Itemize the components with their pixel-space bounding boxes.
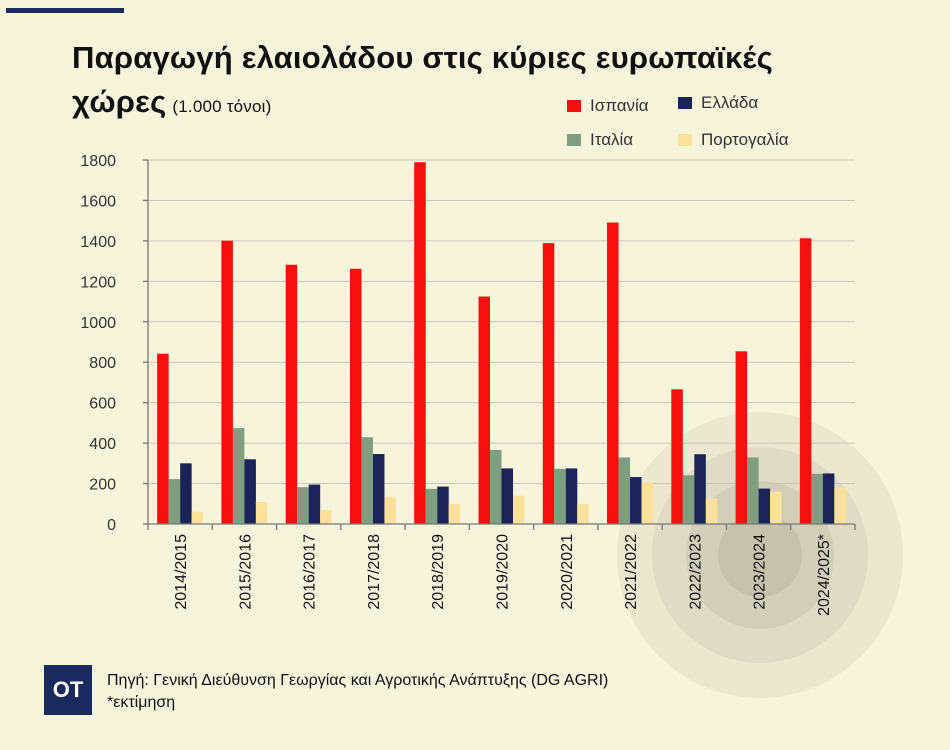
x-tick-label: 2019/2020 [495, 534, 512, 610]
bar [180, 463, 192, 524]
bar [448, 503, 461, 524]
y-tick-label: 600 [89, 396, 116, 413]
y-tick-label: 800 [89, 355, 116, 372]
y-tick-labels: 0 200 400 600 800 1000 1200 1400 1600 1800 [80, 153, 116, 534]
legend-item-portugal: Πορτογαλία [678, 130, 789, 150]
decor-ring [686, 481, 834, 629]
bar [671, 389, 683, 524]
bar [513, 495, 525, 524]
legend-item-spain: Ισπανία [567, 96, 649, 116]
bar [577, 503, 589, 524]
axes [143, 159, 856, 530]
bar [618, 457, 631, 524]
bar [308, 484, 321, 524]
bar [735, 351, 748, 524]
bar [694, 454, 706, 524]
bar [811, 473, 823, 524]
bar [320, 510, 332, 524]
bar [747, 457, 759, 524]
x-tick-label: 2020/2021 [559, 534, 576, 610]
bar [565, 468, 578, 524]
estimate-note: *εκτίμηση [107, 694, 176, 711]
legend-swatch [567, 134, 581, 146]
bar [641, 482, 654, 524]
bar [297, 487, 309, 524]
x-tick-label: 2015/2016 [237, 534, 254, 610]
bar [799, 238, 812, 524]
y-tick-label: 0 [107, 517, 116, 534]
bar [542, 243, 555, 524]
x-tick-label: 2017/2018 [366, 534, 383, 610]
legend-item-italy: Ιταλία [567, 130, 633, 150]
y-tick-label: 1400 [80, 234, 116, 251]
bar [244, 459, 256, 524]
bar [414, 162, 426, 525]
x-tick-label: 2024/2025* [816, 534, 833, 616]
bar [682, 475, 695, 524]
bar [630, 477, 642, 524]
y-tick-label: 1000 [80, 315, 116, 332]
y-tick-label: 1600 [80, 193, 116, 210]
decor-ring [718, 513, 802, 597]
chart-unit: (1.000 τόνοι) [172, 97, 272, 116]
bar [705, 498, 718, 524]
x-tick-label: 2023/2024 [752, 534, 769, 610]
legend-label: Ιταλία [590, 130, 634, 149]
x-tick-label: 2016/2017 [302, 534, 319, 610]
legend-item-greece: Ελλάδα [678, 93, 758, 113]
legend-label: Πορτογαλία [701, 130, 789, 149]
bar [554, 468, 566, 524]
top-accent-rule [6, 8, 124, 13]
chart-title-block: Παραγωγή ελαιολάδου στις κύριες ευρωπαϊκ… [72, 36, 852, 129]
bar [834, 487, 846, 524]
bar [157, 353, 169, 524]
bar [478, 296, 490, 524]
y-tick-label: 200 [89, 477, 116, 494]
chart-title: Παραγωγή ελαιολάδου στις κύριες ευρωπαϊκ… [72, 40, 773, 119]
y-tick-label: 400 [89, 436, 116, 453]
x-tick-label: 2014/2015 [173, 534, 190, 610]
x-tick-labels: 2014/2015 2015/2016 2016/2017 2017/2018 2018… [173, 534, 833, 616]
bar [822, 473, 835, 524]
bar [501, 468, 513, 524]
source-block: Πηγή: Γενική Διεύθυνση Γεωργίας και Αγρο… [107, 670, 608, 714]
bar [490, 449, 502, 524]
bar [361, 437, 373, 524]
bar [168, 479, 181, 524]
bar [255, 501, 268, 524]
ot-logo: OT [44, 665, 92, 715]
x-tick-label: 2022/2023 [687, 534, 704, 610]
legend-label: Ισπανία [590, 96, 649, 115]
bar [349, 268, 362, 524]
bar [191, 511, 204, 524]
source-text: Πηγή: Γενική Διεύθυνση Γεωργίας και Αγρο… [107, 672, 609, 689]
bars [157, 162, 846, 525]
x-tick-label: 2021/2022 [623, 534, 640, 610]
bar [425, 488, 438, 524]
bar [221, 240, 233, 525]
bar [232, 428, 245, 524]
bar [285, 264, 298, 524]
legend-label: Ελλάδα [701, 93, 759, 112]
bar [437, 486, 449, 524]
legend-swatch [567, 100, 581, 112]
y-tick-label: 1800 [80, 153, 116, 170]
legend-swatch [678, 97, 692, 109]
x-tick-label: 2018/2019 [430, 534, 447, 610]
bar [758, 488, 771, 524]
legend-swatch [678, 134, 692, 146]
y-tick-label: 1200 [80, 274, 116, 291]
bar [384, 496, 396, 524]
bar [770, 491, 782, 524]
bar [607, 222, 619, 524]
bar [372, 454, 385, 524]
